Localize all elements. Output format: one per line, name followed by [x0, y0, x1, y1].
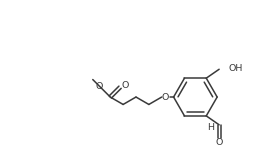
Text: H: H	[207, 123, 214, 132]
Text: O: O	[162, 92, 169, 102]
Text: O: O	[215, 138, 223, 147]
Text: O: O	[95, 82, 103, 91]
Text: O: O	[121, 81, 129, 90]
Text: OH: OH	[228, 64, 242, 73]
